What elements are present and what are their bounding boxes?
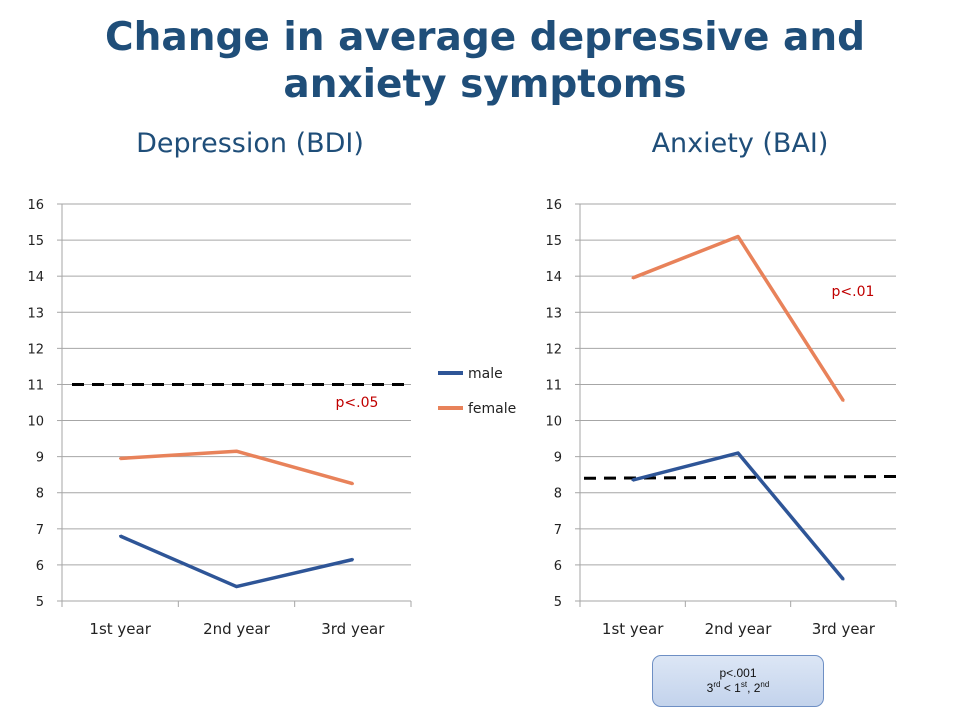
depression-y-tick-label: 8 xyxy=(36,487,44,502)
depression-y-tick-label: 10 xyxy=(27,415,44,430)
ordinal-2: , 2 xyxy=(747,681,761,695)
anxiety-y-tick-label: 15 xyxy=(545,234,562,249)
anxiety-series-female-point xyxy=(631,276,634,280)
depression-series-female-point xyxy=(235,450,238,453)
slide-title-line1: Change in average depressive and xyxy=(104,15,866,60)
depression-y-tick-label: 5 xyxy=(36,595,44,610)
anxiety-series-female-point xyxy=(736,235,740,238)
depression-series-male-point xyxy=(351,558,355,561)
anxiety-y-tick-label: 11 xyxy=(545,378,562,393)
depression-y-tick-label: 9 xyxy=(36,451,44,466)
anxiety-y-tick-label: 6 xyxy=(554,559,562,574)
anxiety-y-tick-label: 16 xyxy=(545,198,562,213)
stat-box-line1: p<.001 xyxy=(719,666,757,680)
anxiety-series-female-point xyxy=(842,399,845,402)
slide-title: Change in average depressive and anxiety… xyxy=(0,14,960,108)
depression-series-male-point xyxy=(118,534,122,538)
depression-y-tick-label: 15 xyxy=(27,234,44,249)
depression-annotation: p<.05 xyxy=(336,395,379,411)
depression-y-tick-label: 7 xyxy=(36,523,44,538)
anxiety-y-tick-label: 8 xyxy=(554,487,562,502)
anxiety-x-tick-label: 1st year xyxy=(602,620,664,638)
anxiety-y-tick-label: 7 xyxy=(554,523,562,538)
depression-y-tick-label: 13 xyxy=(27,306,44,321)
anxiety-series-male-point xyxy=(736,451,740,455)
anxiety-series-male-line xyxy=(632,451,845,581)
depression-x-tick-label: 1st year xyxy=(89,620,151,638)
ordinal-3: 3 xyxy=(706,681,714,695)
anxiety-y-tick-label: 13 xyxy=(545,306,562,321)
depression-series-female-point xyxy=(118,457,122,460)
anxiety-series-female-line xyxy=(632,234,845,402)
anxiety-y-tick-label: 9 xyxy=(554,451,562,466)
depression-y-tick-label: 16 xyxy=(27,198,44,213)
anxiety-series-male-point xyxy=(842,578,845,581)
depression-x-tick-label: 3rd year xyxy=(321,620,385,638)
legend-label-female: female xyxy=(468,401,516,417)
ordinal-1-suffix: st xyxy=(740,680,748,689)
anxiety-y-tick-label: 10 xyxy=(545,415,562,430)
anxiety-y-tick-label: 12 xyxy=(545,342,562,357)
anxiety-y-tick-label: 14 xyxy=(545,270,562,285)
depression-x-tick-label: 2nd year xyxy=(203,620,271,638)
ordinal-1: < 1 xyxy=(720,681,741,695)
anxiety-x-tick-label: 3rd year xyxy=(812,620,876,638)
ordinal-2-suffix: nd xyxy=(760,680,770,689)
anxiety-reference-line xyxy=(583,474,897,480)
anxiety-annotation: p<.01 xyxy=(832,284,875,300)
slide-title-line2: anxiety symptoms xyxy=(283,62,687,107)
ordinal-3-suffix: rd xyxy=(713,680,721,689)
depression-chart-title: Depression (BDI) xyxy=(136,128,364,159)
stat-box: p<.001 3rd < 1st, 2nd xyxy=(652,655,824,707)
anxiety-series-male-point xyxy=(631,478,634,482)
depression-series-male-line xyxy=(119,534,354,589)
depression-y-tick-label: 11 xyxy=(27,378,44,393)
legend-label-male: male xyxy=(468,366,503,382)
anxiety-x-tick-label: 2nd year xyxy=(705,620,773,638)
depression-y-tick-label: 12 xyxy=(27,342,44,357)
depression-y-tick-label: 6 xyxy=(36,559,44,574)
depression-y-tick-label: 14 xyxy=(27,270,44,285)
depression-series-male-point xyxy=(235,585,238,588)
anxiety-y-tick-label: 5 xyxy=(554,595,562,610)
anxiety-chart-title: Anxiety (BAI) xyxy=(651,128,829,159)
depression-series-female-line xyxy=(120,449,354,486)
depression-series-female-point xyxy=(351,482,355,485)
stat-box-line2: 3rd < 1st, 2nd xyxy=(653,681,823,696)
